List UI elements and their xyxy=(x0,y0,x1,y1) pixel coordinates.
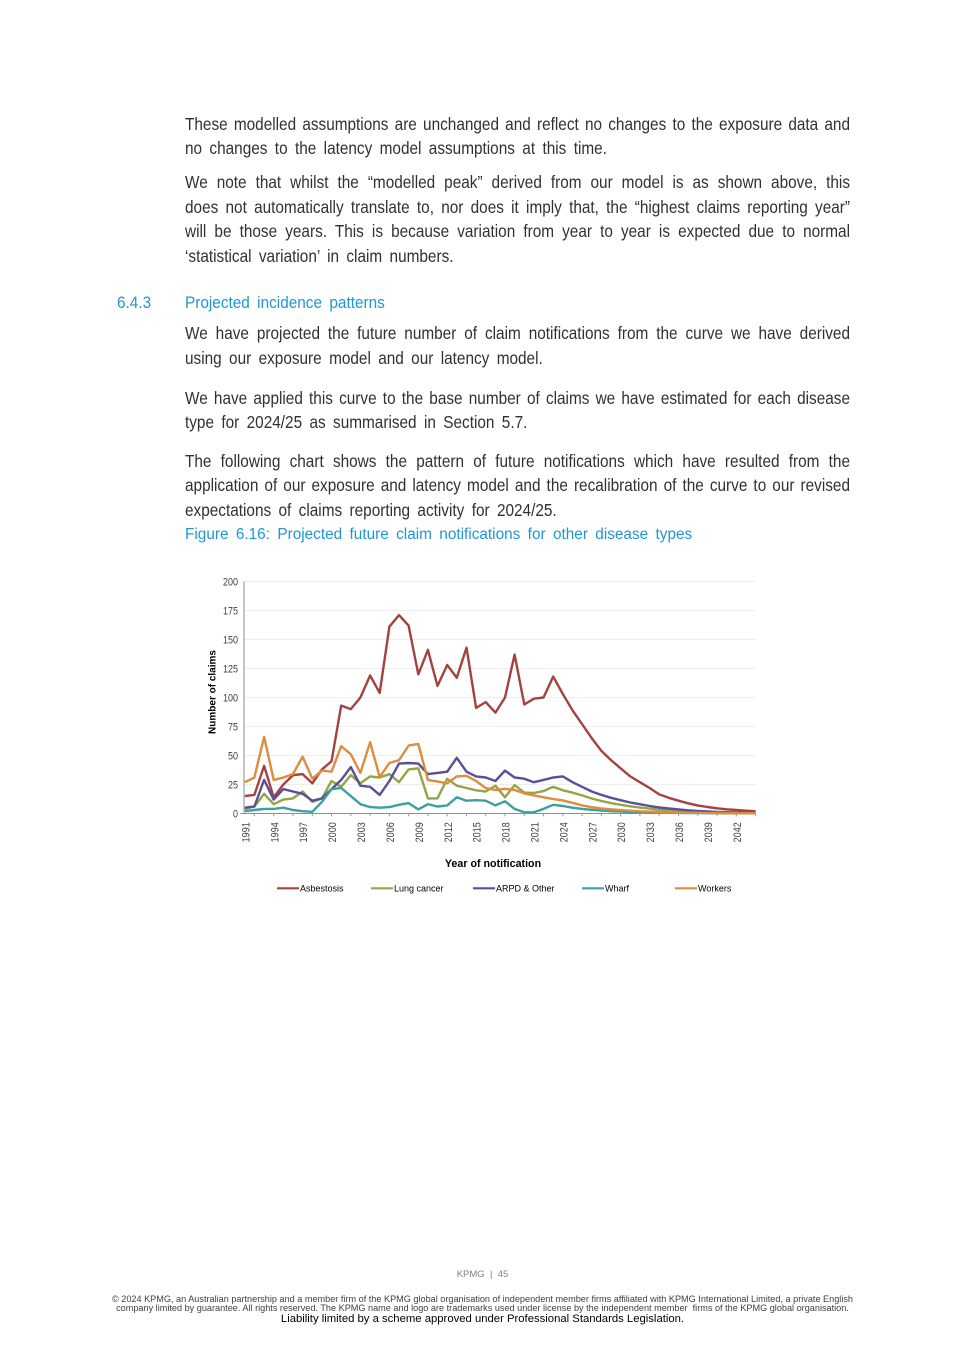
svg-text:50: 50 xyxy=(228,751,238,763)
svg-text:25: 25 xyxy=(228,780,238,792)
svg-text:2012: 2012 xyxy=(443,822,455,842)
svg-text:2000: 2000 xyxy=(327,822,339,842)
svg-text:Asbestosis: Asbestosis xyxy=(300,883,344,893)
svg-text:2030: 2030 xyxy=(617,822,629,842)
svg-text:2015: 2015 xyxy=(472,822,484,842)
svg-text:0: 0 xyxy=(233,809,238,821)
svg-text:Workers: Workers xyxy=(698,883,732,893)
svg-text:Year of notification: Year of notification xyxy=(445,858,541,870)
svg-text:2036: 2036 xyxy=(674,822,686,842)
svg-text:200: 200 xyxy=(223,577,238,589)
svg-text:2039: 2039 xyxy=(703,822,715,842)
svg-text:75: 75 xyxy=(228,722,238,734)
svg-text:2033: 2033 xyxy=(646,822,658,842)
svg-text:2009: 2009 xyxy=(414,822,426,842)
svg-text:100: 100 xyxy=(223,693,238,705)
svg-text:1997: 1997 xyxy=(299,822,311,842)
svg-text:150: 150 xyxy=(223,635,238,647)
svg-text:2018: 2018 xyxy=(501,822,513,842)
svg-text:2003: 2003 xyxy=(356,822,368,842)
svg-text:2021: 2021 xyxy=(530,822,542,842)
svg-text:Number of claims: Number of claims xyxy=(207,650,218,734)
svg-text:2024: 2024 xyxy=(559,822,571,842)
svg-text:2042: 2042 xyxy=(732,822,744,842)
svg-text:Lung cancer: Lung cancer xyxy=(394,883,444,893)
svg-text:175: 175 xyxy=(223,606,238,618)
svg-text:ARPD & Other: ARPD & Other xyxy=(496,883,555,893)
svg-text:2027: 2027 xyxy=(588,822,600,842)
svg-text:2006: 2006 xyxy=(385,822,397,842)
svg-text:Wharf: Wharf xyxy=(605,883,630,893)
svg-text:1991: 1991 xyxy=(241,822,253,842)
svg-text:125: 125 xyxy=(223,664,238,676)
svg-text:1994: 1994 xyxy=(270,822,282,842)
